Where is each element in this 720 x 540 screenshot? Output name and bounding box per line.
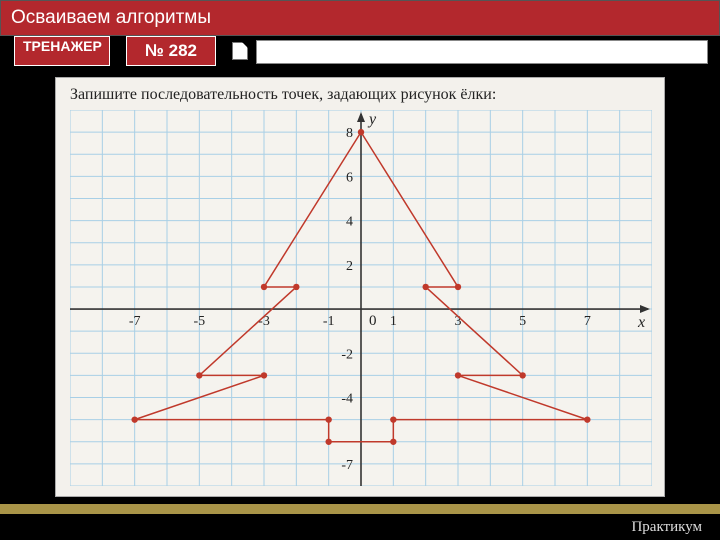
svg-text:-1: -1 bbox=[323, 314, 335, 329]
svg-text:-4: -4 bbox=[341, 392, 353, 407]
svg-text:x: x bbox=[637, 314, 645, 331]
svg-text:-5: -5 bbox=[193, 314, 205, 329]
page-title: Осваиваем алгоритмы bbox=[11, 7, 211, 29]
document-icon bbox=[232, 42, 248, 60]
svg-text:-2: -2 bbox=[341, 347, 353, 362]
svg-text:0: 0 bbox=[369, 313, 377, 329]
trainer-badge: ТРЕНАЖЕР bbox=[14, 36, 110, 66]
svg-text:6: 6 bbox=[346, 170, 353, 185]
footer-divider bbox=[0, 504, 720, 514]
header-banner: Осваиваем алгоритмы bbox=[0, 0, 720, 36]
svg-text:2: 2 bbox=[346, 259, 353, 274]
instruction-text: Запишите последовательность точек, задаю… bbox=[70, 86, 652, 104]
footer-label: Практикум bbox=[631, 519, 702, 536]
svg-text:1: 1 bbox=[390, 314, 397, 329]
svg-text:8: 8 bbox=[346, 126, 353, 141]
tree-chart-svg: -7-5-3-113578642-2-4-70xy bbox=[70, 110, 652, 486]
answer-input[interactable] bbox=[256, 40, 708, 64]
svg-text:-7: -7 bbox=[341, 458, 353, 473]
coordinate-plot: -7-5-3-113578642-2-4-70xy bbox=[70, 110, 652, 486]
svg-text:5: 5 bbox=[519, 314, 526, 329]
svg-text:4: 4 bbox=[346, 215, 353, 230]
toolbar-row: ТРЕНАЖЕР № 282 bbox=[0, 36, 720, 72]
svg-text:-7: -7 bbox=[129, 314, 141, 329]
svg-text:y: y bbox=[367, 111, 377, 128]
task-number-badge: № 282 bbox=[126, 36, 216, 66]
svg-text:7: 7 bbox=[584, 314, 591, 329]
worksheet-paper: Запишите последовательность точек, задаю… bbox=[56, 78, 664, 496]
